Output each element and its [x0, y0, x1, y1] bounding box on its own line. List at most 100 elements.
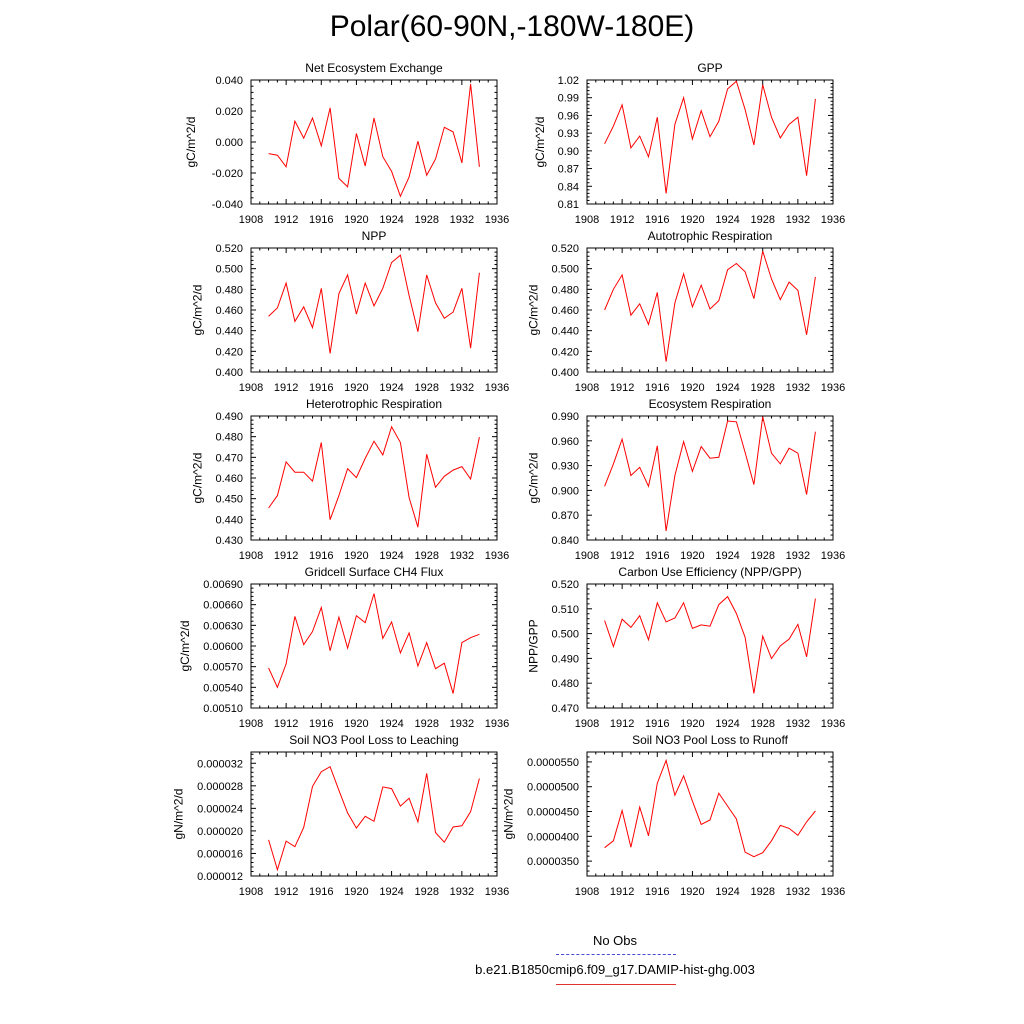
plot-frame: [586, 79, 834, 205]
y-tick-label: 0.0000500: [527, 782, 579, 794]
chart-panel-3: NPP 1908 1912 1916 1920 1924 1928 1932 1936 0.400…: [191, 229, 510, 394]
x-tick-label: 1932: [786, 550, 810, 562]
x-tick-label: 1928: [414, 214, 438, 226]
y-tick-label: 0.900: [551, 485, 579, 497]
y-tick-label: 0.520: [551, 243, 579, 255]
x-tick-label: 1912: [610, 886, 634, 898]
y-tick-label: 0.430: [215, 535, 243, 547]
panel-title: Gridcell Surface CH4 Flux: [305, 565, 444, 579]
y-tick-label: 0.480: [215, 432, 243, 444]
y-tick-label: 0.870: [551, 510, 579, 522]
x-tick-label: 1912: [274, 214, 298, 226]
x-tick-label: 1916: [309, 886, 333, 898]
x-tick-label: 1908: [575, 214, 599, 226]
x-tick-label: 1936: [485, 550, 509, 562]
x-tick-label: 1908: [575, 886, 599, 898]
x-tick-label: 1924: [379, 550, 403, 562]
x-tick-label: 1908: [239, 718, 263, 730]
x-tick-label: 1916: [309, 550, 333, 562]
chart-panel-10: Soil NO3 Pool Loss to Runoff 1908 1912 1916…: [501, 733, 845, 898]
y-tick-label: 0.480: [551, 678, 579, 690]
y-axis-label: gC/m^2/d: [527, 285, 541, 336]
chart-panel-7: Gridcell Surface CH4 Flux 1908 1912 1916 192…: [178, 565, 509, 730]
series-line: [604, 250, 816, 362]
panel-title: Ecosystem Respiration: [649, 397, 772, 411]
x-tick-label: 1936: [485, 214, 509, 226]
x-tick-label: 1932: [786, 718, 810, 730]
y-tick-label: 0.000: [215, 137, 243, 149]
y-tick-label: 0.93: [558, 128, 579, 140]
plot-frame: [586, 751, 834, 877]
x-tick-label: 1920: [344, 886, 368, 898]
x-tick-label: 1924: [379, 214, 403, 226]
x-tick-label: 1908: [239, 886, 263, 898]
chart-panel-9: Soil NO3 Pool Loss to Leaching 1908 1912 19…: [172, 733, 510, 898]
series-line: [604, 758, 816, 858]
series-line: [268, 765, 480, 872]
x-tick-label: 1912: [610, 382, 634, 394]
y-tick-label: 0.99: [558, 93, 579, 105]
y-tick-label: 0.000020: [197, 826, 243, 838]
x-tick-label: 1928: [414, 886, 438, 898]
y-tick-label: 0.990: [551, 411, 579, 423]
x-tick-label: 1916: [309, 382, 333, 394]
y-tick-label: 0.480: [551, 284, 579, 296]
x-tick-label: 1924: [715, 382, 739, 394]
x-tick-label: 1932: [450, 382, 474, 394]
y-tick-label: 0.470: [551, 703, 579, 715]
y-tick-label: 0.0000350: [527, 856, 579, 868]
y-tick-label: 0.000016: [197, 848, 243, 860]
x-tick-label: 1928: [414, 382, 438, 394]
y-tick-label: 0.400: [215, 367, 243, 379]
y-tick-label: 0.480: [215, 284, 243, 296]
y-axis-label: gC/m^2/d: [184, 117, 198, 168]
x-tick-label: 1908: [575, 550, 599, 562]
y-tick-label: 0.500: [215, 264, 243, 276]
series-line: [268, 254, 480, 354]
x-tick-label: 1920: [344, 382, 368, 394]
plot-frame: [586, 415, 834, 541]
x-tick-label: 1912: [274, 718, 298, 730]
chart-panel-8: Carbon Use Efficiency (NPP/GPP) 1908 1912 1…: [527, 565, 846, 730]
y-tick-label: 0.420: [551, 346, 579, 358]
x-tick-label: 1912: [610, 550, 634, 562]
panel-title: Autotrophic Respiration: [648, 229, 773, 243]
x-tick-label: 1928: [750, 214, 774, 226]
x-tick-label: 1912: [274, 382, 298, 394]
y-tick-label: -0.020: [212, 168, 243, 180]
x-tick-label: 1936: [821, 550, 845, 562]
y-tick-label: 0.400: [551, 367, 579, 379]
panel-title: Carbon Use Efficiency (NPP/GPP): [618, 565, 801, 579]
x-tick-label: 1928: [750, 382, 774, 394]
legend-label-obs: No Obs: [592, 933, 638, 948]
plot-frame: [250, 751, 498, 877]
y-tick-label: 0.460: [215, 473, 243, 485]
x-tick-label: 1936: [821, 382, 845, 394]
y-tick-label: 0.00690: [203, 579, 243, 591]
x-tick-label: 1932: [450, 214, 474, 226]
x-tick-label: 1920: [680, 382, 704, 394]
x-tick-label: 1924: [715, 550, 739, 562]
series-line: [268, 593, 480, 694]
y-tick-label: 0.84: [558, 181, 579, 193]
x-tick-label: 1908: [239, 550, 263, 562]
x-tick-label: 1932: [450, 550, 474, 562]
y-tick-label: 0.460: [551, 305, 579, 317]
x-tick-label: 1928: [414, 550, 438, 562]
x-tick-label: 1924: [715, 214, 739, 226]
y-tick-label: 0.930: [551, 461, 579, 473]
x-tick-label: 1916: [309, 718, 333, 730]
legend-line-model: [556, 984, 676, 985]
y-tick-label: 0.490: [551, 653, 579, 665]
y-axis-label: gC/m^2/d: [533, 117, 547, 168]
y-tick-label: 0.87: [558, 164, 579, 176]
y-tick-label: 0.500: [551, 264, 579, 276]
y-tick-label: 0.000024: [197, 803, 243, 815]
y-tick-label: 0.500: [551, 629, 579, 641]
y-tick-label: 0.00660: [203, 600, 243, 612]
x-tick-label: 1924: [379, 718, 403, 730]
x-tick-label: 1916: [645, 550, 669, 562]
y-tick-label: 0.000032: [197, 758, 243, 770]
x-tick-label: 1936: [485, 718, 509, 730]
y-tick-label: 0.040: [215, 75, 243, 87]
